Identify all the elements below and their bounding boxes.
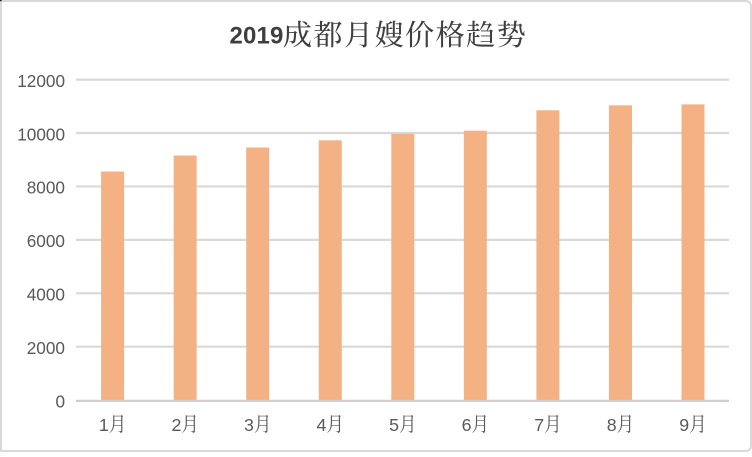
svg-text:7: 7 xyxy=(534,415,544,435)
svg-text:8: 8 xyxy=(607,415,617,435)
svg-text:6000: 6000 xyxy=(27,231,65,251)
svg-text:6: 6 xyxy=(462,415,472,435)
svg-text:4: 4 xyxy=(317,415,327,435)
svg-text:9: 9 xyxy=(679,415,689,435)
svg-text:12000: 12000 xyxy=(17,71,65,91)
svg-text:10000: 10000 xyxy=(17,124,65,144)
svg-text:2: 2 xyxy=(171,415,181,435)
svg-text:3: 3 xyxy=(244,415,254,435)
svg-text:1: 1 xyxy=(99,415,109,435)
svg-text:4000: 4000 xyxy=(27,285,65,305)
svg-text:2000: 2000 xyxy=(27,338,65,358)
svg-text:8000: 8000 xyxy=(27,178,65,198)
svg-text:2019: 2019 xyxy=(230,22,284,49)
svg-text:0: 0 xyxy=(55,391,65,411)
svg-text:5: 5 xyxy=(389,415,399,435)
